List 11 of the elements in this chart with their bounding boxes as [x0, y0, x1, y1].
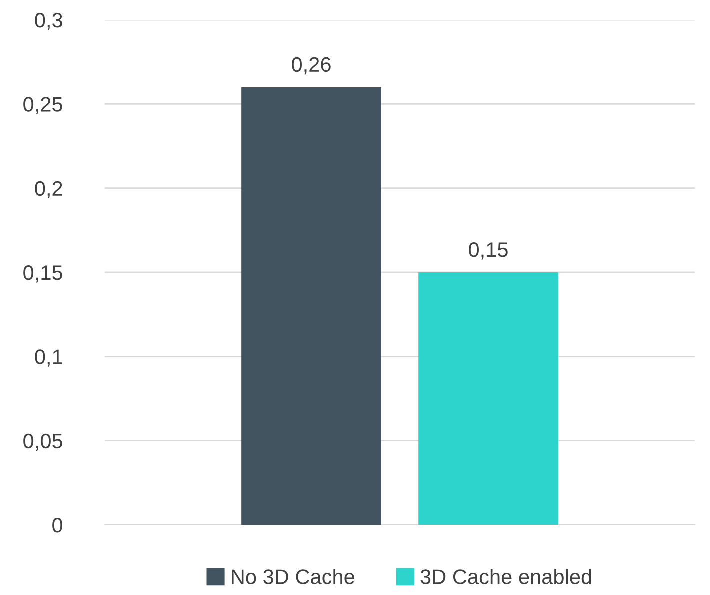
legend-label: No 3D Cache	[232, 569, 354, 584]
legend-label: 3D Cache enabled	[420, 569, 592, 584]
y-tick-label: 0,05	[24, 434, 62, 452]
y-tick-label: 0,15	[24, 266, 62, 283]
y-tick-label: 0,1	[35, 350, 62, 367]
y-tick-label: 0	[52, 518, 63, 533]
y-tick-label: 0,25	[24, 97, 62, 114]
y-tick-label: 0,3	[35, 13, 62, 30]
data-label: 0,15	[469, 242, 508, 260]
data-label: 0,26	[292, 57, 331, 75]
y-tick-label: 0,2	[35, 181, 62, 199]
